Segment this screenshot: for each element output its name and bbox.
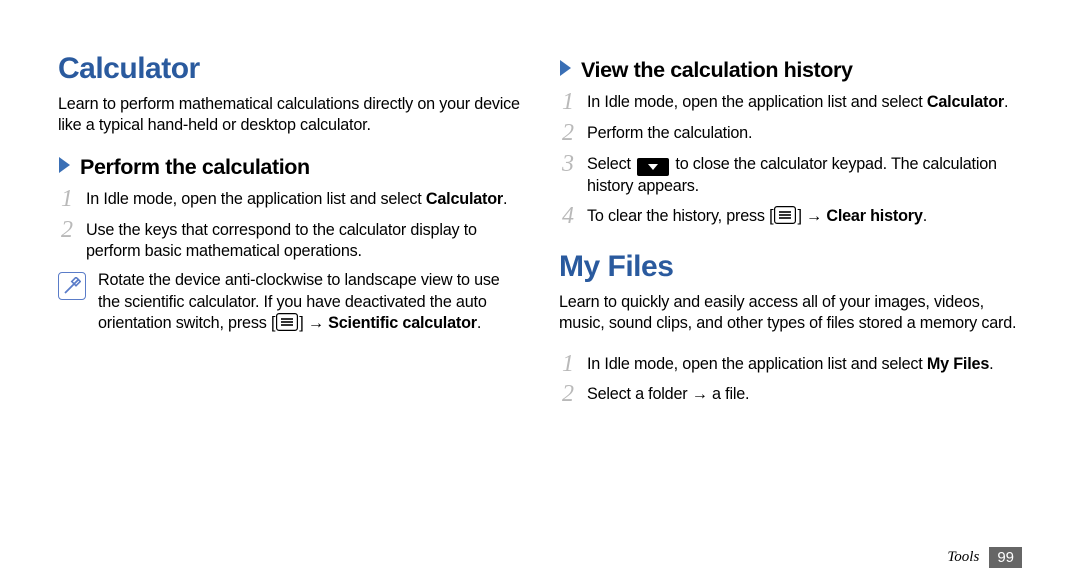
step-body: Select a folder → a file. [587,383,749,405]
calculator-heading: Calculator [58,52,521,86]
step-body: Use the keys that correspond to the calc… [86,219,521,263]
step-body: In Idle mode, open the application list … [587,91,1008,113]
step-number: 1 [559,91,577,114]
perform-calc-heading-row: Perform the calculation [58,155,521,180]
step-number: 3 [559,153,577,176]
text: . [923,207,927,225]
step-number: 1 [58,188,76,211]
step-body: Perform the calculation. [587,122,752,144]
text: . [989,355,993,373]
left-step-2: 2 Use the keys that correspond to the ca… [58,219,521,263]
step-number: 2 [58,219,76,242]
step-number: 2 [559,383,577,406]
text: . [503,190,507,208]
text: In Idle mode, open the application list … [86,190,426,208]
step-body: To clear the history, press [ ] → Clear h… [587,205,927,227]
calculator-intro: Learn to perform mathematical calculatio… [58,94,521,137]
step-number: 4 [559,205,577,228]
text: . [477,314,481,332]
text-bold: Calculator [426,190,503,208]
step-body: In Idle mode, open the application list … [587,353,993,375]
left-step-1: 1 In Idle mode, open the application lis… [58,188,521,211]
myfiles-intro: Learn to quickly and easily access all o… [559,292,1022,335]
menu-key-icon [276,313,298,331]
right-step-4: 4 To clear the history, press [ ] → Clear… [559,205,1022,228]
text: Select [587,155,635,173]
down-key-icon [637,158,669,176]
text: ] → [797,207,826,225]
text: In Idle mode, open the application list … [587,93,927,111]
text-bold: Clear history [826,207,922,225]
right-step-2: 2 Perform the calculation. [559,122,1022,145]
footer-page-number: 99 [989,547,1022,568]
chevron-icon [559,59,573,82]
page: Calculator Learn to perform mathematical… [0,0,1080,424]
text: To clear the history, press [ [587,207,773,225]
text: In Idle mode, open the application list … [587,355,927,373]
step-body: In Idle mode, open the application list … [86,188,507,210]
text: . [1004,93,1008,111]
note-icon [58,272,86,300]
myfiles-step-2: 2 Select a folder → a file. [559,383,1022,406]
right-step-1: 1 In Idle mode, open the application lis… [559,91,1022,114]
text-bold: My Files [927,355,989,373]
text-bold: Calculator [927,93,1004,111]
step-body: Select to close the calculator keypad. T… [587,153,1022,197]
right-step-3: 3 Select to close the calculator keypad.… [559,153,1022,197]
note-row: Rotate the device anti-clockwise to land… [58,270,521,334]
chevron-icon [58,156,72,179]
right-column: View the calculation history 1 In Idle m… [559,52,1022,414]
view-history-heading-row: View the calculation history [559,58,1022,83]
view-history-heading: View the calculation history [581,58,853,83]
footer: Tools 99 [947,547,1022,568]
text-bold: Scientific calculator [328,314,477,332]
text: ] → [299,314,328,332]
step-number: 2 [559,122,577,145]
left-column: Calculator Learn to perform mathematical… [58,52,521,414]
footer-section-label: Tools [947,549,979,566]
step-number: 1 [559,353,577,376]
myfiles-heading: My Files [559,250,1022,284]
perform-calc-heading: Perform the calculation [80,155,310,180]
note-body: Rotate the device anti-clockwise to land… [98,270,521,334]
menu-key-icon [774,206,796,224]
myfiles-step-1: 1 In Idle mode, open the application lis… [559,353,1022,376]
